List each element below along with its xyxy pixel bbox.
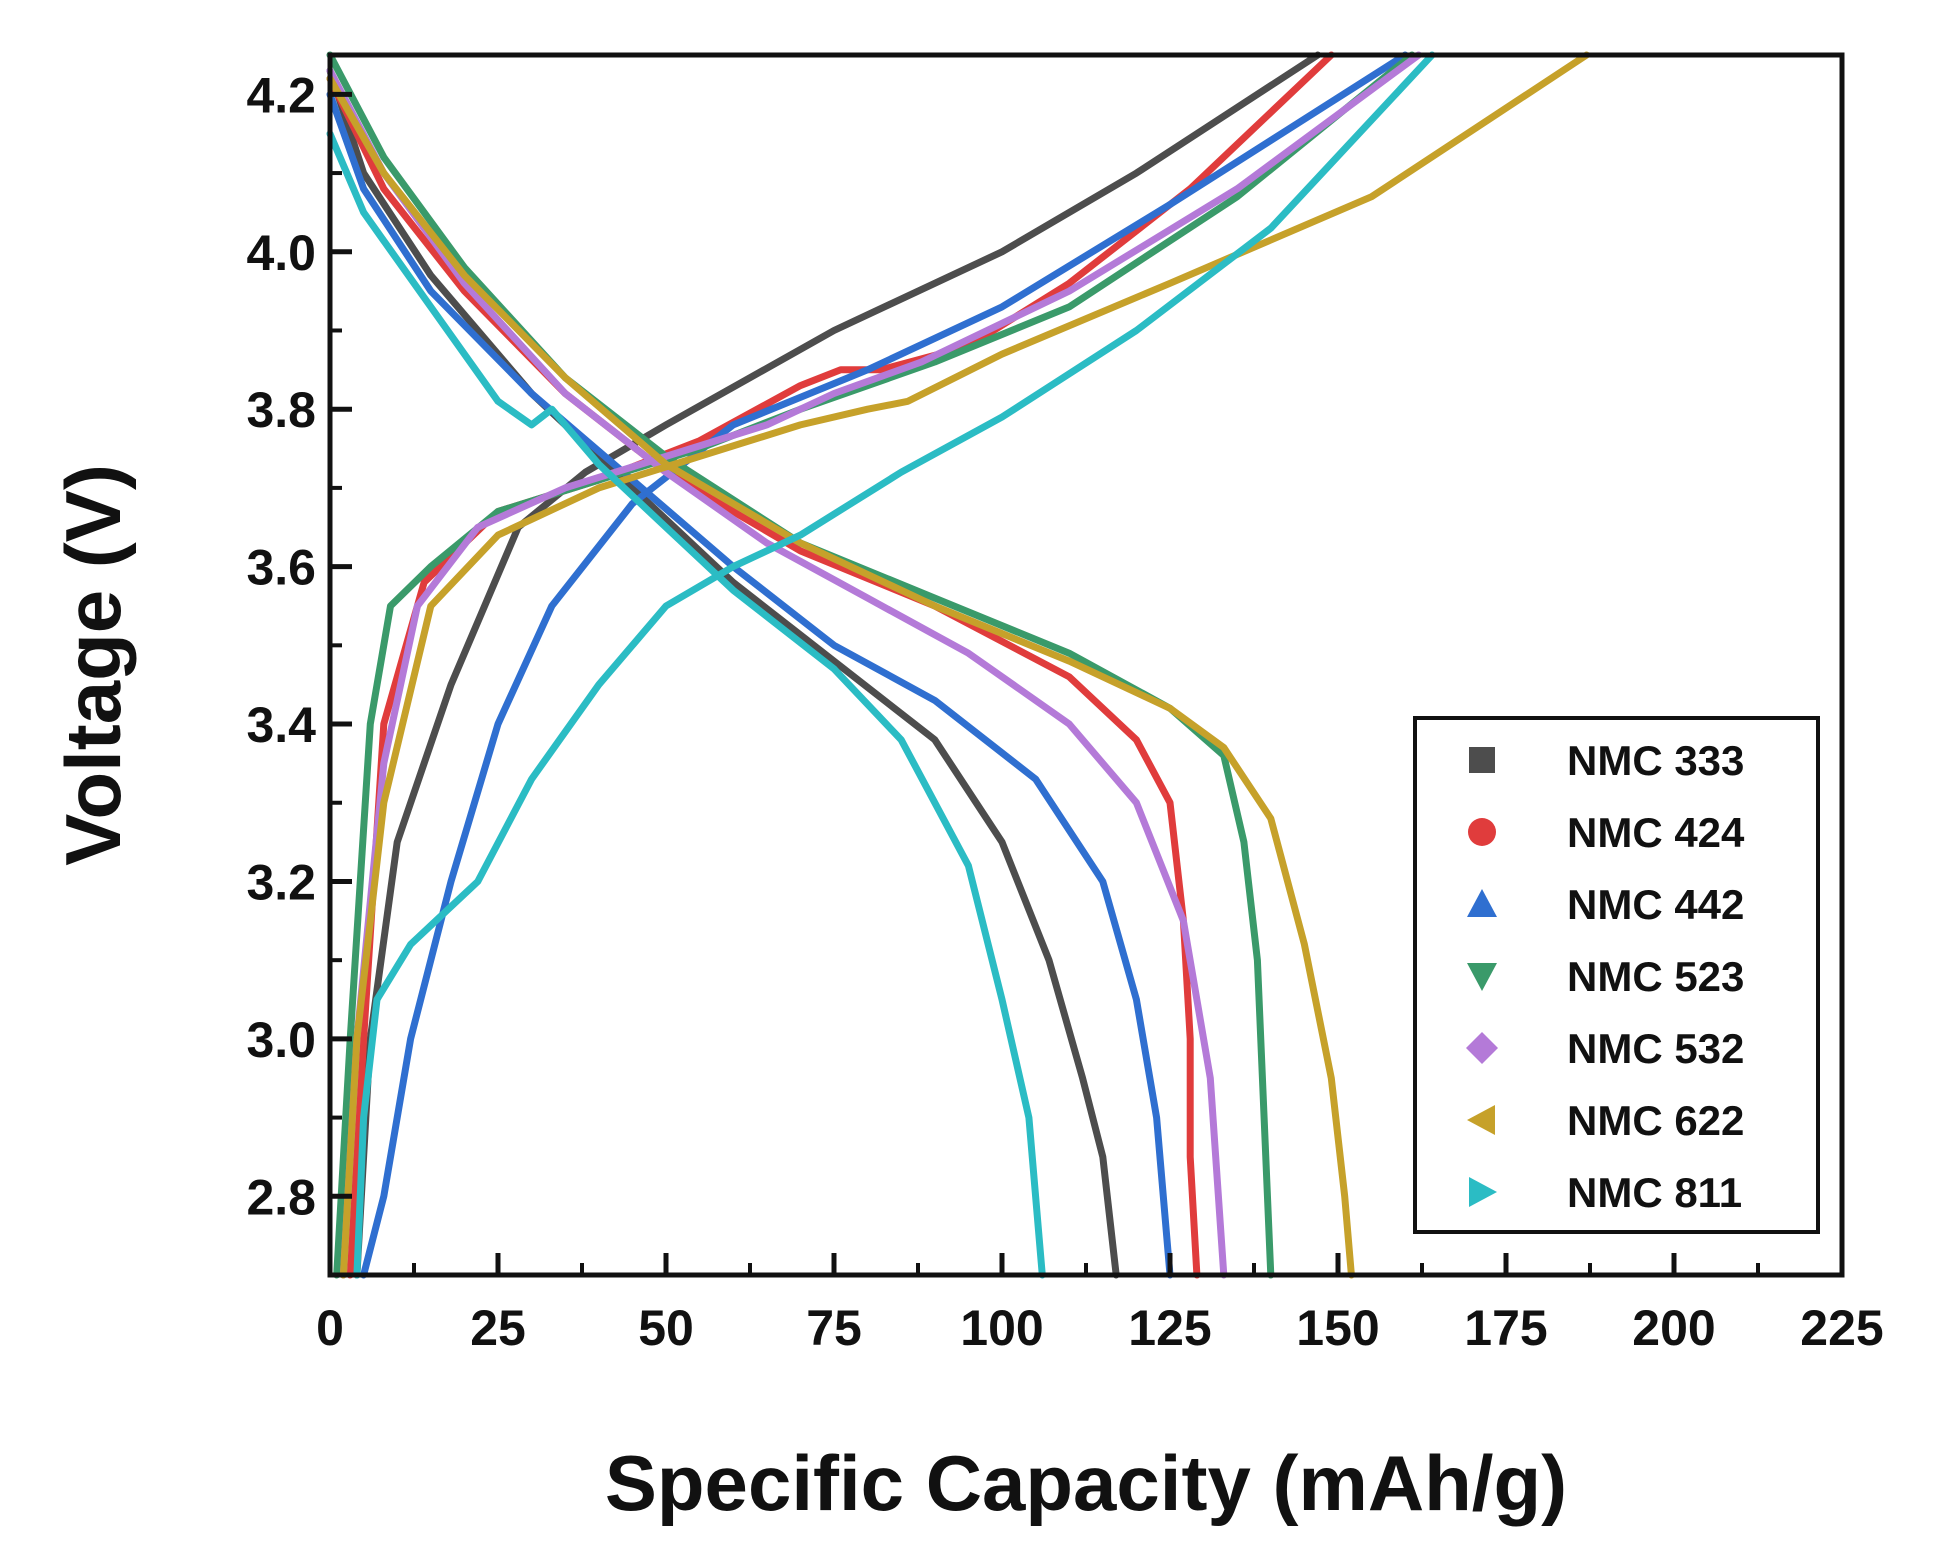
- x-tick-label: 100: [960, 1300, 1043, 1356]
- series-nmc-424-discharge: [326, 75, 1201, 1279]
- series-nmc-622-charge: [339, 51, 1591, 1279]
- y-axis: 2.8 3.0 3.2 3.4 3.6 3.8 4.0 4.2: [246, 67, 352, 1225]
- y-tick-label: 3.6: [246, 540, 316, 596]
- x-tick-label: 0: [316, 1300, 344, 1356]
- x-tick-label: 175: [1464, 1300, 1547, 1356]
- series-layer: [326, 51, 1591, 1279]
- legend-entry-label: NMC 811: [1567, 1169, 1742, 1216]
- series-nmc-523-discharge: [326, 51, 1275, 1279]
- series-nmc-622-discharge: [326, 75, 1355, 1279]
- legend-marker-triangle-left-icon: [1467, 1105, 1495, 1135]
- series-nmc-333-discharge: [326, 67, 1120, 1279]
- y-tick-label: 3.0: [246, 1012, 316, 1068]
- series-nmc-532-discharge: [326, 67, 1228, 1279]
- series-nmc-532-charge: [339, 51, 1423, 1279]
- legend-entry-label: NMC 532: [1567, 1025, 1744, 1072]
- series-nmc-442-discharge: [326, 90, 1174, 1279]
- legend: NMC 333 NMC 424 NMC 442 NMC 523 NMC 532 NMC 6…: [1413, 716, 1820, 1234]
- series-nmc-442-charge: [360, 51, 1409, 1279]
- y-tick-label: 3.2: [246, 854, 316, 910]
- series-nmc-424-charge: [346, 51, 1335, 1279]
- x-tick-label: 125: [1128, 1300, 1211, 1356]
- legend-marker-circle-icon: [1468, 818, 1496, 846]
- y-tick-label: 2.8: [246, 1169, 316, 1225]
- legend-entry-label: NMC 622: [1567, 1097, 1744, 1144]
- legend-entry-label: NMC 424: [1567, 809, 1745, 856]
- x-tick-label: 200: [1632, 1300, 1715, 1356]
- series-nmc-811-charge: [353, 51, 1436, 1279]
- x-tick-label: 50: [638, 1300, 694, 1356]
- legend-marker-triangle-up-icon: [1467, 889, 1497, 917]
- series-nmc-811-discharge: [326, 130, 1046, 1279]
- legend-marker-triangle-down-icon: [1467, 963, 1497, 991]
- x-tick-label: 225: [1800, 1300, 1883, 1356]
- x-tick-label: 75: [806, 1300, 862, 1356]
- y-tick-label: 3.8: [246, 382, 316, 438]
- x-axis-title: Specific Capacity (mAh/g): [605, 1439, 1567, 1527]
- legend-entry-label: NMC 333: [1567, 737, 1744, 784]
- series-nmc-333-charge: [353, 51, 1322, 1279]
- y-tick-label: 3.4: [246, 697, 316, 753]
- y-tick-label: 4.0: [246, 225, 316, 281]
- legend-marker-triangle-right-icon: [1469, 1177, 1497, 1207]
- legend-marker-square-icon: [1469, 747, 1495, 773]
- x-axis: 0 25 50 75 100 125 150 175 200 225: [316, 1253, 1884, 1356]
- x-tick-label: 25: [470, 1300, 526, 1356]
- legend-marker-diamond-icon: [1466, 1032, 1498, 1064]
- x-tick-label: 150: [1296, 1300, 1379, 1356]
- legend-entry-label: NMC 442: [1567, 881, 1744, 928]
- legend-entry-label: NMC 523: [1567, 953, 1744, 1000]
- y-tick-label: 4.2: [246, 67, 316, 123]
- y-axis-title: Voltage (V): [49, 464, 137, 866]
